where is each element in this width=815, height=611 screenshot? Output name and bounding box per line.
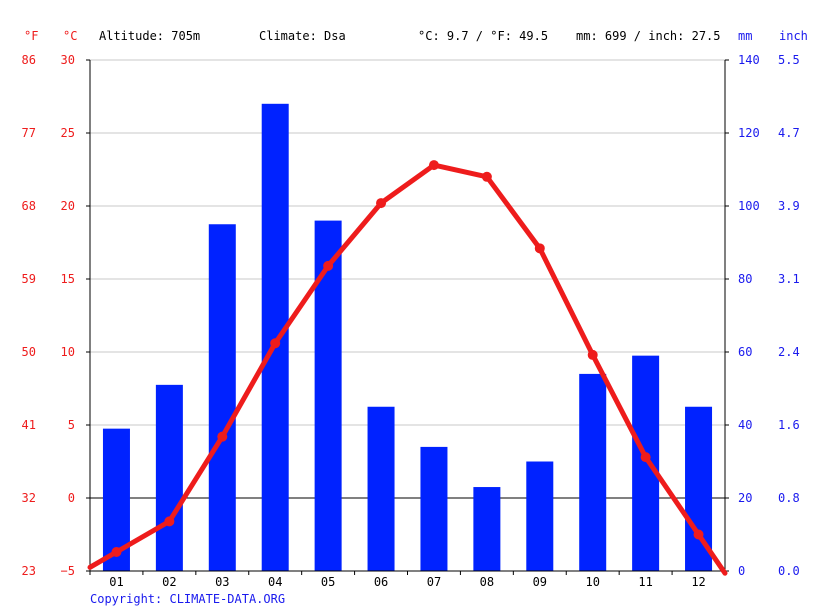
unit-fahrenheit-label: °F [24,29,38,43]
tick-label-celsius: 10 [61,345,75,359]
tick-label-celsius: 20 [61,199,75,213]
tick-label-inch: 3.9 [778,199,800,213]
climate-label: Climate: Dsa [259,29,346,43]
tick-label-celsius: 0 [68,491,75,505]
temperature-point [217,431,228,442]
tick-label-fahrenheit: 86 [22,53,36,67]
tick-label-celsius: 5 [68,418,75,432]
temperature-point [640,452,651,463]
total-precipitation-label: mm: 699 / inch: 27.5 [576,29,721,43]
month-label: 10 [585,575,599,589]
month-label: 06 [374,575,388,589]
tick-label-mm: 20 [738,491,752,505]
tick-label-mm: 0 [738,564,745,578]
temperature-series-line [87,162,728,576]
tick-label-mm: 120 [738,126,760,140]
month-label: 05 [321,575,335,589]
temperature-point [323,260,334,271]
tick-label-celsius: 30 [61,53,75,67]
precipitation-bar [473,487,501,571]
temperature-point [164,516,175,527]
month-label: 02 [162,575,176,589]
tick-label-mm: 100 [738,199,760,213]
tick-label-inch: 1.6 [778,418,800,432]
altitude-label: Altitude: 705m [99,29,200,43]
temperature-point [534,243,545,254]
month-label: 08 [480,575,494,589]
precipitation-bar [526,461,554,571]
temperature-point [270,338,281,349]
tick-label-inch: 4.7 [778,126,800,140]
unit-celsius-label: °C [63,29,77,43]
tick-label-mm: 140 [738,53,760,67]
precipitation-bar [420,446,448,571]
tick-label-inch: 5.5 [778,53,800,67]
precipitation-bar [632,355,660,571]
avg-temperature-label: °C: 9.7 / °F: 49.5 [418,29,548,43]
temperature-point [481,171,492,182]
temperature-point [376,198,387,209]
tick-label-fahrenheit: 23 [22,564,36,578]
precipitation-bar [208,224,236,571]
tick-label-mm: 40 [738,418,752,432]
copyright-label: Copyright: CLIMATE-DATA.ORG [90,592,286,606]
tick-label-inch: 0.8 [778,491,800,505]
tick-label-inch: 0.0 [778,564,800,578]
tick-label-celsius: 25 [61,126,75,140]
temperature-point [428,160,439,171]
tick-label-fahrenheit: 59 [22,272,36,286]
precipitation-bar [367,406,395,571]
tick-label-mm: 80 [738,272,752,286]
tick-label-inch: 3.1 [778,272,800,286]
tick-label-celsius: 15 [61,272,75,286]
month-label: 11 [638,575,652,589]
month-label: 01 [109,575,123,589]
month-label: 07 [427,575,441,589]
tick-label-fahrenheit: 41 [22,418,36,432]
tick-labels: 86 30 140 5.577 25 120 4.768 20 100 3.959 15 80 3.15… [22,53,800,589]
month-label: 12 [691,575,705,589]
unit-mm-label: mm [738,29,752,43]
temperature-line [87,160,728,576]
tick-label-fahrenheit: 32 [22,491,36,505]
month-label: 03 [215,575,229,589]
grid-lines [90,59,725,572]
precipitation-bar [579,373,607,571]
tick-label-fahrenheit: 68 [22,199,36,213]
month-label: 04 [268,575,282,589]
tick-label-inch: 2.4 [778,345,800,359]
month-label: 09 [533,575,547,589]
tick-label-celsius: −5 [61,564,75,578]
tick-label-mm: 60 [738,345,752,359]
temperature-point [587,349,598,360]
tick-label-fahrenheit: 50 [22,345,36,359]
precipitation-bar [314,220,342,571]
axes [86,59,729,575]
unit-inch-label: inch [779,29,808,43]
tick-label-fahrenheit: 77 [22,126,36,140]
precipitation-bars [102,103,713,572]
temperature-point [693,529,704,540]
precipitation-bar [261,103,289,572]
temperature-point [111,547,122,558]
precipitation-bar [155,384,183,571]
